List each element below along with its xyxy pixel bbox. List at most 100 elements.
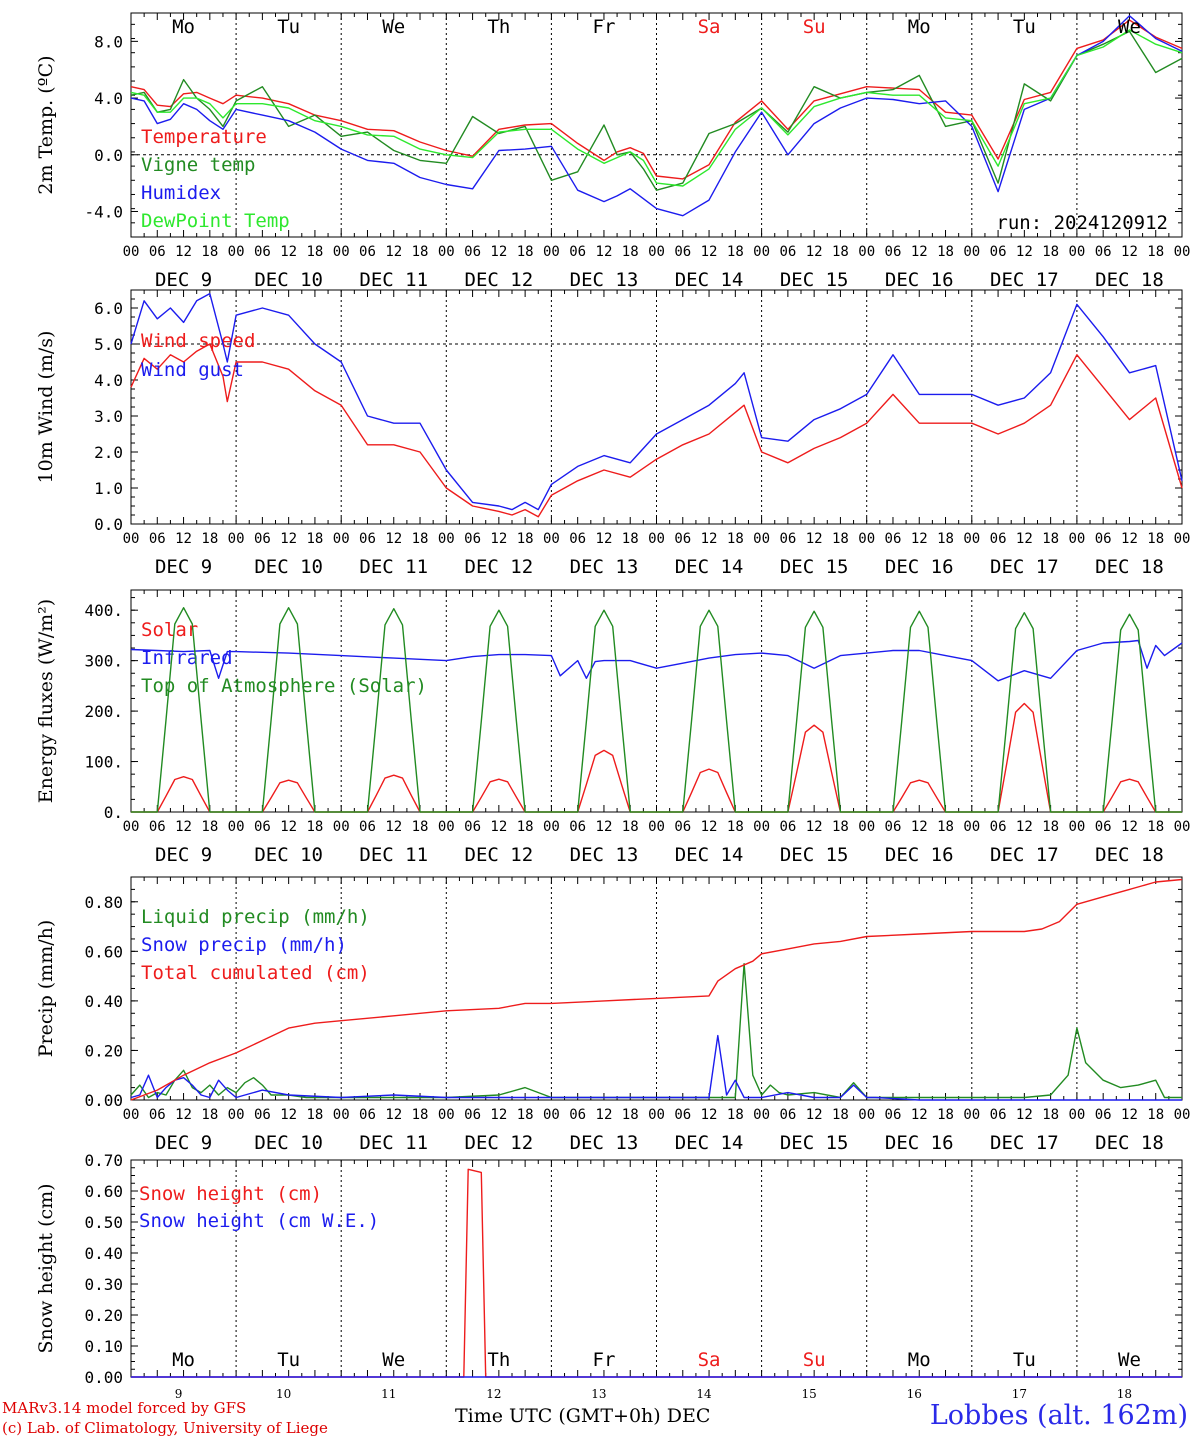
date-label: DEC 11 — [359, 269, 428, 291]
hour-label: 06 — [569, 244, 586, 260]
hour-label: 12 — [1016, 531, 1033, 547]
hour-label: 18 — [1042, 819, 1059, 835]
hour-label: 12 — [280, 819, 297, 835]
legend-entry: Wind gust — [141, 359, 244, 381]
hour-label: 06 — [1095, 819, 1112, 835]
date-label: DEC 18 — [1095, 844, 1164, 866]
lab-credit: (c) Lab. of Climatology, University of L… — [2, 1419, 328, 1437]
hour-label: 00 — [438, 531, 455, 547]
hour-label: 18 — [201, 531, 218, 547]
hour-label: 18 — [1042, 244, 1059, 260]
hour-label: 18 — [201, 244, 218, 260]
day-number-label: 18 — [1117, 1387, 1132, 1401]
hour-label: 00 — [543, 531, 560, 547]
y-tick-label: 0.20 — [84, 1306, 123, 1325]
weekday-label: Th — [487, 16, 510, 38]
y-tick-label: 0.10 — [84, 1337, 123, 1356]
hour-label: 06 — [1095, 244, 1112, 260]
day-number-label: 17 — [1012, 1387, 1027, 1401]
hour-label: 12 — [596, 531, 613, 547]
weekday-label: Mo — [172, 1349, 195, 1371]
hour-label: 18 — [1147, 1107, 1164, 1123]
hour-label: 18 — [517, 244, 534, 260]
hour-label: 06 — [359, 531, 376, 547]
hour-label: 00 — [648, 819, 665, 835]
date-label: DEC 10 — [254, 844, 323, 866]
weekday-label: Sa — [698, 16, 721, 38]
hour-label: 18 — [1042, 1107, 1059, 1123]
hour-label: 00 — [1068, 819, 1085, 835]
hour-label: 06 — [464, 819, 481, 835]
date-label: DEC 12 — [465, 844, 534, 866]
weekday-label: Mo — [908, 16, 931, 38]
hour-label: 12 — [701, 819, 718, 835]
hour-label: 18 — [412, 1107, 429, 1123]
date-label: DEC 11 — [359, 556, 428, 578]
hour-label: 12 — [490, 819, 507, 835]
y-tick-label: 0.60 — [84, 942, 123, 961]
y-tick-label: 0.30 — [84, 1275, 123, 1294]
date-label: DEC 17 — [990, 1132, 1059, 1154]
y-tick-label: 4.0 — [94, 89, 123, 108]
hour-label: 12 — [596, 244, 613, 260]
hour-label: 06 — [149, 1107, 166, 1123]
y-tick-label: 0.60 — [84, 1182, 123, 1201]
date-label: DEC 13 — [570, 844, 639, 866]
date-label: DEC 17 — [990, 269, 1059, 291]
hour-label: 12 — [1121, 531, 1138, 547]
hour-label: 06 — [674, 244, 691, 260]
hour-label: 06 — [779, 1107, 796, 1123]
hour-label: 00 — [1174, 819, 1191, 835]
date-label: DEC 18 — [1095, 1132, 1164, 1154]
hour-label: 12 — [1016, 244, 1033, 260]
hour-label: 12 — [175, 819, 192, 835]
date-label: DEC 15 — [780, 556, 849, 578]
hour-label: 12 — [911, 1107, 928, 1123]
y-tick-label: 300. — [84, 652, 123, 671]
weekday-label: Sa — [698, 1349, 721, 1371]
hour-label: 12 — [1016, 1107, 1033, 1123]
hour-label: 12 — [385, 531, 402, 547]
date-label: DEC 16 — [885, 556, 954, 578]
hour-label: 00 — [963, 819, 980, 835]
hour-label: 00 — [123, 1107, 140, 1123]
date-label: DEC 17 — [990, 844, 1059, 866]
hour-label: 18 — [201, 819, 218, 835]
hour-label: 18 — [412, 531, 429, 547]
hour-label: 06 — [254, 244, 271, 260]
hour-label: 18 — [832, 244, 849, 260]
date-label: DEC 9 — [155, 269, 212, 291]
hour-label: 00 — [228, 531, 245, 547]
hour-label: 12 — [911, 819, 928, 835]
hour-label: 18 — [622, 1107, 639, 1123]
hour-label: 06 — [1095, 531, 1112, 547]
hour-label: 18 — [1147, 819, 1164, 835]
hour-label: 00 — [438, 1107, 455, 1123]
date-label: DEC 14 — [675, 556, 744, 578]
hour-label: 18 — [622, 531, 639, 547]
hour-label: 18 — [727, 244, 744, 260]
hour-label: 12 — [385, 1107, 402, 1123]
date-label: DEC 9 — [155, 844, 212, 866]
hour-label: 12 — [1121, 819, 1138, 835]
hour-label: 12 — [175, 244, 192, 260]
hour-label: 00 — [123, 531, 140, 547]
hour-label: 00 — [228, 1107, 245, 1123]
hour-label: 06 — [990, 819, 1007, 835]
hour-label: 00 — [963, 244, 980, 260]
legend-entry: Total cumulated (cm) — [141, 962, 370, 984]
weekday-label: We — [382, 1349, 405, 1371]
legend-entry: Infrared — [141, 647, 233, 669]
date-label: DEC 15 — [780, 1132, 849, 1154]
hour-label: 00 — [1174, 244, 1191, 260]
date-label: DEC 16 — [885, 269, 954, 291]
hour-label: 12 — [701, 1107, 718, 1123]
hour-label: 18 — [1147, 244, 1164, 260]
hour-label: 12 — [385, 819, 402, 835]
hour-label: 00 — [753, 1107, 770, 1123]
hour-label: 18 — [937, 531, 954, 547]
y-tick-label: 0.00 — [84, 1368, 123, 1387]
date-label: DEC 11 — [359, 844, 428, 866]
hour-label: 00 — [648, 244, 665, 260]
hour-label: 12 — [1121, 1107, 1138, 1123]
